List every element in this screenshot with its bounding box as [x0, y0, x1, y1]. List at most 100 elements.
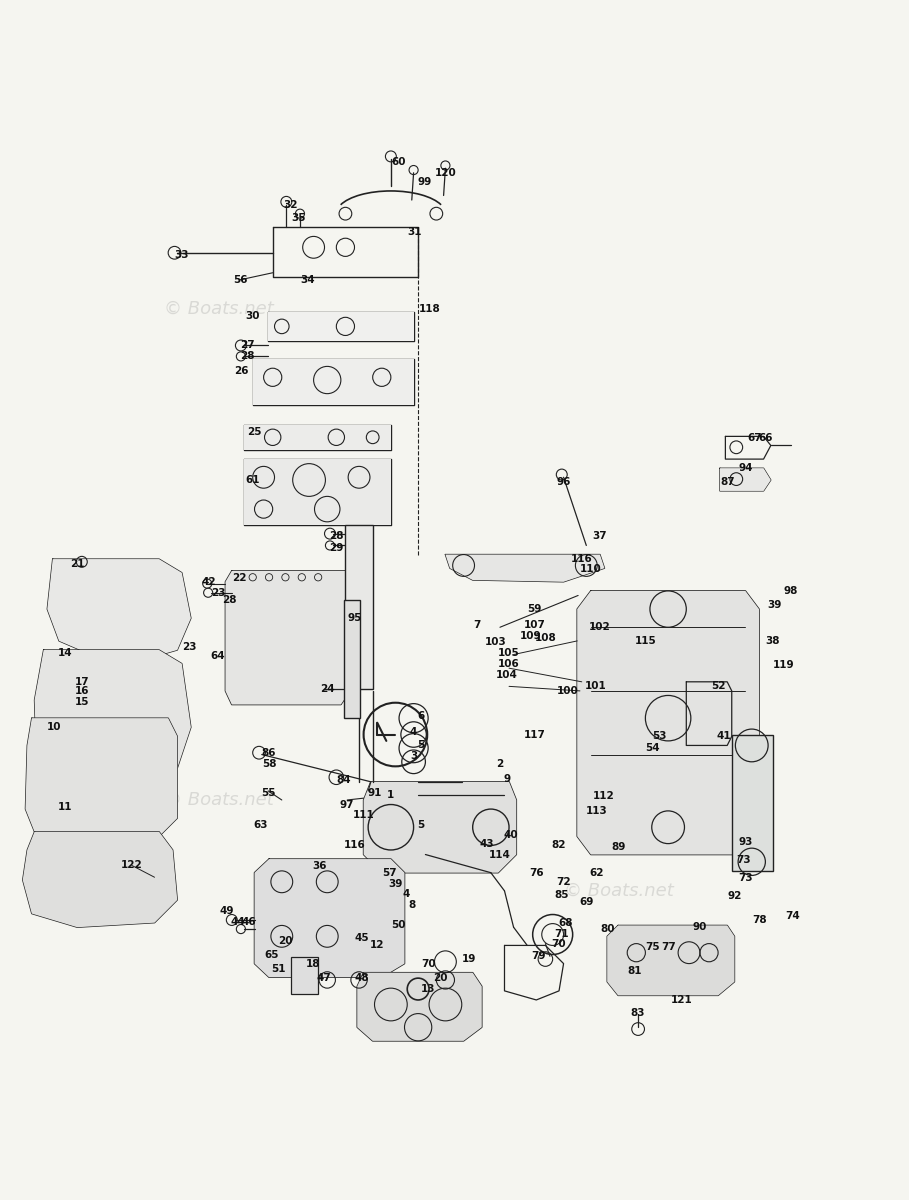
- Text: 100: 100: [556, 686, 578, 696]
- Polygon shape: [364, 782, 516, 872]
- Text: 2: 2: [496, 758, 504, 769]
- Text: 4: 4: [403, 889, 410, 899]
- Text: © Boats.net: © Boats.net: [164, 791, 274, 809]
- Text: 119: 119: [773, 660, 794, 671]
- Text: 79: 79: [531, 952, 545, 961]
- Text: 12: 12: [370, 941, 385, 950]
- Bar: [291, 958, 318, 994]
- Text: 71: 71: [554, 929, 569, 938]
- Text: 83: 83: [631, 1008, 645, 1018]
- Text: 5: 5: [417, 740, 425, 750]
- Text: 107: 107: [524, 620, 545, 630]
- Text: 94: 94: [738, 463, 753, 473]
- Text: 39: 39: [388, 878, 403, 889]
- Text: 45: 45: [355, 934, 369, 943]
- Text: 35: 35: [291, 214, 305, 223]
- Text: 76: 76: [529, 868, 544, 877]
- Text: 5: 5: [417, 821, 425, 830]
- Text: 38: 38: [765, 636, 780, 646]
- Bar: [344, 600, 360, 718]
- Text: 70: 70: [551, 938, 565, 949]
- Text: 37: 37: [593, 532, 607, 541]
- Text: 13: 13: [421, 984, 435, 994]
- Text: 108: 108: [534, 634, 556, 643]
- Text: 57: 57: [382, 868, 396, 877]
- Text: 47: 47: [316, 973, 331, 983]
- Text: 22: 22: [232, 574, 246, 583]
- Text: 117: 117: [524, 730, 545, 739]
- Text: 109: 109: [520, 631, 542, 641]
- Text: 73: 73: [738, 874, 753, 883]
- Text: 31: 31: [407, 227, 422, 236]
- Text: 114: 114: [489, 850, 511, 859]
- Text: 44: 44: [231, 917, 245, 926]
- Text: 110: 110: [580, 564, 602, 574]
- Text: 11: 11: [58, 803, 73, 812]
- Text: 106: 106: [498, 659, 520, 668]
- Polygon shape: [225, 571, 350, 704]
- Text: 51: 51: [271, 964, 285, 974]
- Text: 32: 32: [284, 199, 298, 210]
- Text: 116: 116: [344, 840, 365, 851]
- Bar: [345, 526, 373, 689]
- Text: 77: 77: [662, 942, 676, 953]
- Text: 19: 19: [462, 954, 476, 964]
- Text: 55: 55: [261, 787, 275, 798]
- Text: 90: 90: [693, 923, 707, 932]
- Text: 53: 53: [653, 731, 667, 742]
- Text: 66: 66: [758, 433, 773, 443]
- Text: 78: 78: [753, 914, 767, 925]
- Text: 28: 28: [222, 595, 236, 605]
- Text: 20: 20: [433, 973, 447, 983]
- Text: 36: 36: [313, 862, 327, 871]
- Text: 73: 73: [736, 854, 751, 865]
- Text: 54: 54: [645, 743, 660, 754]
- Text: 82: 82: [551, 840, 565, 851]
- Text: 40: 40: [504, 829, 518, 840]
- Text: 4: 4: [410, 727, 417, 737]
- Text: 122: 122: [121, 860, 143, 870]
- Text: 9: 9: [504, 774, 511, 784]
- Polygon shape: [607, 925, 734, 996]
- Text: 115: 115: [634, 636, 656, 646]
- Text: 70: 70: [422, 959, 436, 968]
- Text: 30: 30: [245, 311, 260, 322]
- Polygon shape: [244, 460, 391, 526]
- Text: 25: 25: [247, 427, 262, 437]
- Text: 118: 118: [419, 304, 441, 314]
- Text: 74: 74: [785, 911, 800, 922]
- Text: 93: 93: [738, 836, 753, 847]
- Text: 23: 23: [182, 642, 196, 653]
- Text: © Boats.net: © Boats.net: [164, 300, 274, 318]
- Polygon shape: [244, 426, 391, 450]
- Text: 84: 84: [336, 775, 351, 785]
- Text: 58: 58: [262, 758, 276, 769]
- Text: 65: 65: [265, 949, 279, 960]
- Polygon shape: [253, 359, 414, 404]
- Text: 86: 86: [262, 748, 276, 757]
- Polygon shape: [23, 832, 177, 928]
- Text: 49: 49: [220, 906, 235, 916]
- Text: 42: 42: [202, 577, 216, 587]
- Text: 95: 95: [347, 613, 362, 623]
- Text: 81: 81: [627, 966, 642, 976]
- Text: 61: 61: [245, 475, 260, 485]
- Text: 80: 80: [600, 924, 614, 934]
- Text: 41: 41: [716, 731, 731, 742]
- Text: 67: 67: [747, 433, 762, 443]
- Text: 16: 16: [75, 686, 89, 696]
- Text: 111: 111: [353, 810, 375, 820]
- Polygon shape: [268, 312, 414, 341]
- Text: 26: 26: [234, 366, 248, 376]
- Text: 50: 50: [391, 920, 405, 930]
- Text: 20: 20: [278, 936, 293, 946]
- Text: 99: 99: [417, 176, 432, 187]
- Text: 92: 92: [727, 892, 742, 901]
- Polygon shape: [577, 590, 759, 854]
- Text: 3: 3: [410, 751, 417, 761]
- Text: 60: 60: [391, 157, 405, 167]
- Text: 98: 98: [784, 586, 798, 596]
- Text: 1: 1: [387, 791, 395, 800]
- Text: 18: 18: [305, 959, 320, 968]
- Text: 21: 21: [70, 559, 85, 569]
